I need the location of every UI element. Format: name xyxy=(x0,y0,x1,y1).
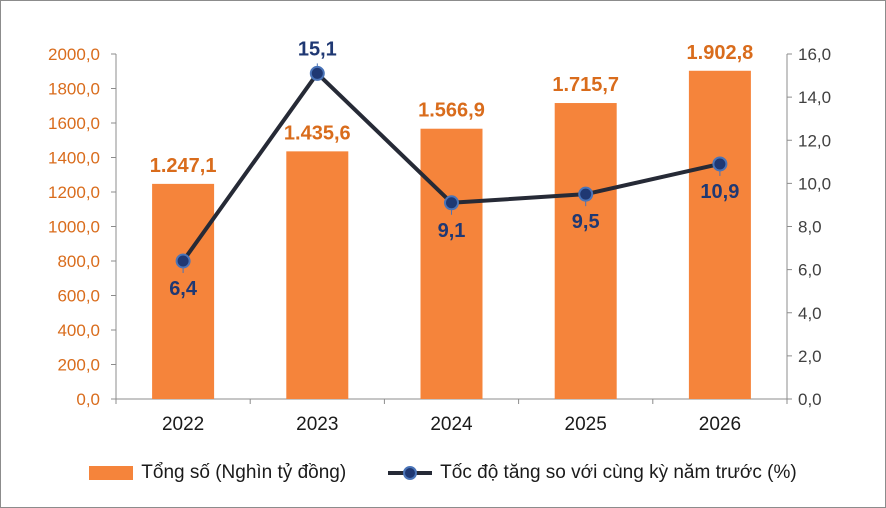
line-point xyxy=(444,195,459,211)
x-tick-label: 2022 xyxy=(162,414,204,435)
bar xyxy=(152,183,215,399)
y-right-tick-label: 12,0 xyxy=(798,131,831,150)
y-right-tick-label: 6,0 xyxy=(798,261,822,280)
y-left-tick-label: 1000,0 xyxy=(48,218,100,237)
line-point xyxy=(175,253,191,269)
bar-data-label: 1.566,9 xyxy=(418,100,485,122)
bar xyxy=(554,103,617,399)
line-data-label: 10,9 xyxy=(700,181,739,203)
legend-item-line: Tốc độ tăng so với cùng kỳ năm trước (%) xyxy=(388,462,797,484)
legend-swatch-line xyxy=(388,466,433,480)
y-left-tick-label: 0,0 xyxy=(76,390,100,409)
legend-label-bar: Tổng số (Nghìn tỷ đồng) xyxy=(141,462,347,483)
y-right-tick-label: 0,0 xyxy=(798,390,822,409)
y-right-tick-label: 8,0 xyxy=(798,218,822,237)
line-point xyxy=(712,156,728,172)
y-left-tick-label: 600,0 xyxy=(57,287,100,306)
y-left-tick-label: 800,0 xyxy=(57,252,100,271)
legend-swatch-bar xyxy=(89,466,134,480)
y-right-tick-label: 16,0 xyxy=(798,45,831,64)
line-data-label: 9,1 xyxy=(438,220,466,242)
x-tick-label: 2024 xyxy=(430,414,473,435)
y-right-tick-label: 2,0 xyxy=(798,347,822,366)
y-right-tick-label: 4,0 xyxy=(798,304,822,323)
line-data-label: 15,1 xyxy=(298,38,337,60)
bar-data-label: 1.435,6 xyxy=(284,122,351,144)
x-tick-label: 2026 xyxy=(699,414,741,435)
bar-data-label: 1.902,8 xyxy=(687,42,754,64)
y-left-tick-label: 1800,0 xyxy=(48,80,100,99)
y-left-tick-label: 2000,0 xyxy=(48,45,100,64)
line-data-label: 6,4 xyxy=(169,278,198,300)
y-left-tick-label: 1200,0 xyxy=(48,183,100,202)
y-left-tick-label: 1600,0 xyxy=(48,114,100,133)
y-left-tick-label: 200,0 xyxy=(57,356,100,375)
y-right-tick-label: 14,0 xyxy=(798,88,831,107)
y-right-tick-label: 10,0 xyxy=(798,174,831,193)
bar-data-label: 1.247,1 xyxy=(150,155,217,177)
line-data-label: 9,5 xyxy=(572,211,600,233)
bar xyxy=(688,70,751,399)
bar-data-label: 1.715,7 xyxy=(552,74,619,96)
line-point xyxy=(578,186,594,202)
line-point xyxy=(309,65,325,81)
x-tick-label: 2025 xyxy=(565,414,607,435)
x-tick-label: 2023 xyxy=(296,414,338,435)
legend: Tổng số (Nghìn tỷ đồng) Tốc độ tăng so v… xyxy=(1,456,885,490)
bar xyxy=(420,128,483,399)
y-left-tick-label: 400,0 xyxy=(57,321,100,340)
legend-item-bar: Tổng số (Nghìn tỷ đồng) xyxy=(89,462,346,484)
bar xyxy=(286,151,349,399)
y-left-tick-label: 1400,0 xyxy=(48,149,100,168)
legend-label-line: Tốc độ tăng so với cùng kỳ năm trước (%) xyxy=(440,462,797,483)
